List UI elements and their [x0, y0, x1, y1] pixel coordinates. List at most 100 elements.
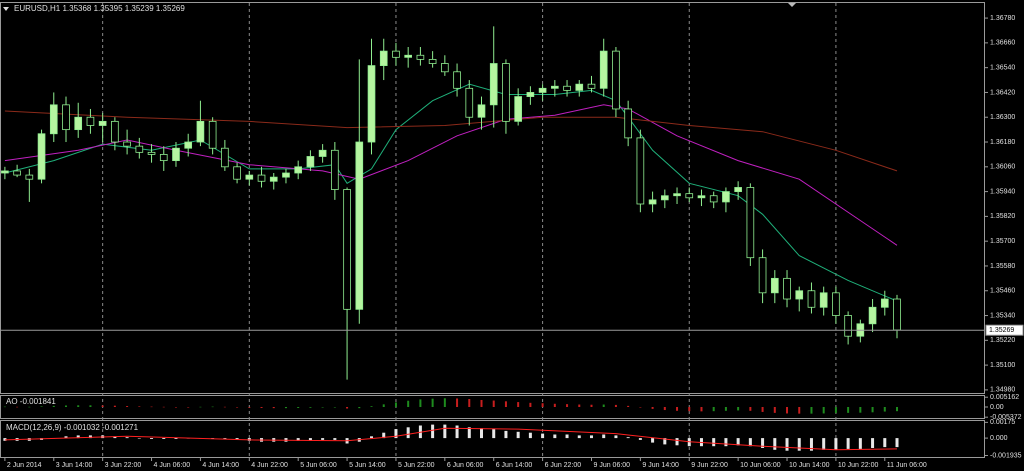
- y-tick-label: 1.36180: [990, 139, 1015, 146]
- menu-arrow[interactable]: [3, 7, 9, 11]
- macd-bar: [431, 424, 435, 439]
- x-tick-label: 3 Jun 22:00: [105, 462, 142, 469]
- candle-body: [49, 104, 58, 135]
- y-tick-label: 1.36660: [990, 40, 1015, 47]
- candle-body: [159, 154, 168, 162]
- candle-body: [257, 174, 266, 182]
- y-tick-label: -0.005372: [990, 414, 1022, 421]
- macd-bar: [443, 424, 447, 439]
- x-tick-label: 5 Jun 14:00: [349, 462, 386, 469]
- ao-bar: [333, 407, 336, 408]
- ao-bar: [28, 406, 31, 408]
- macd-bar: [370, 436, 374, 439]
- ao-bar: [431, 398, 434, 407]
- x-tick-label: 10 Jun 22:00: [838, 462, 879, 469]
- x-tick-label: 6 Jun 22:00: [545, 462, 582, 469]
- ao-bar: [737, 407, 740, 411]
- x-tick-label: 5 Jun 06:00: [300, 462, 337, 469]
- macd-bar: [846, 438, 850, 449]
- ao-bar: [810, 407, 813, 414]
- candle-body: [551, 85, 559, 89]
- candle-body: [25, 174, 34, 180]
- candle-body: [722, 191, 730, 203]
- x-tick-label: 6 Jun 06:00: [447, 462, 484, 469]
- x-tick-label: 9 Jun 22:00: [691, 462, 728, 469]
- ao-bar: [468, 399, 471, 407]
- ao-bar: [223, 406, 226, 408]
- candle-body: [880, 298, 889, 308]
- macd-bar: [235, 438, 239, 440]
- candle-body: [685, 193, 694, 199]
- y-tick-label: 1.35220: [990, 337, 1015, 344]
- candle-body: [111, 120, 119, 143]
- ao-bar: [16, 406, 19, 408]
- ao-panel: [0, 395, 985, 419]
- candle-body: [367, 65, 376, 143]
- candle-body: [807, 290, 816, 308]
- candle-body: [648, 199, 657, 205]
- macd-bar: [308, 438, 312, 441]
- candle-body: [306, 156, 315, 168]
- macd-bar: [785, 438, 789, 451]
- chart-title: EURUSD,H1 1.35368 1.35395 1.35239 1.3526…: [14, 4, 185, 13]
- ao-bar: [724, 407, 727, 411]
- ao-bar: [541, 403, 544, 407]
- macd-bar: [382, 432, 386, 439]
- ao-bar: [688, 407, 691, 412]
- candle-body: [489, 63, 498, 106]
- candle-body: [269, 176, 278, 182]
- ao-bar: [113, 405, 116, 407]
- candle-body: [147, 151, 156, 155]
- macd-bar: [137, 438, 141, 439]
- candle-body: [783, 277, 791, 300]
- macd-bar: [174, 438, 178, 439]
- ao-bar: [297, 407, 300, 408]
- candle-body: [868, 306, 877, 325]
- y-tick-label: 1.35700: [990, 238, 1015, 245]
- macd-bar: [712, 438, 716, 447]
- y-tick-label: 1.36420: [990, 89, 1015, 96]
- macd-bar: [406, 427, 410, 439]
- ao-bar: [578, 404, 581, 407]
- macd-bar: [724, 438, 728, 447]
- candle-body: [599, 50, 608, 89]
- ao-bar: [456, 398, 459, 407]
- macd-bar: [663, 438, 667, 445]
- ao-bar: [798, 407, 801, 414]
- current-price-label: 1.35269: [989, 327, 1014, 334]
- macd-bar: [565, 434, 569, 439]
- candle-body: [379, 50, 388, 66]
- candle-body: [453, 71, 461, 89]
- candle-body: [636, 137, 645, 205]
- candle-body: [37, 133, 46, 180]
- candle-body: [416, 54, 425, 60]
- y-tick-label: 1.35820: [990, 213, 1015, 220]
- ao-bar: [199, 406, 202, 408]
- candle-body: [746, 187, 755, 259]
- ao-bar: [773, 407, 776, 413]
- candle-body: [343, 189, 351, 310]
- macd-bar: [614, 435, 618, 439]
- ao-bar: [394, 402, 397, 407]
- ao-bar: [822, 407, 825, 414]
- x-tick-label: 11 Jun 06:00: [887, 462, 927, 469]
- x-tick-label: 4 Jun 14:00: [202, 462, 239, 469]
- candle-body: [514, 96, 522, 122]
- ao-bar: [529, 402, 532, 407]
- ao-bar: [346, 407, 349, 409]
- moving-average: [4, 83, 898, 302]
- candle-body: [587, 83, 596, 89]
- ao-bar: [64, 405, 67, 407]
- candle-body: [318, 149, 327, 157]
- macd-bar: [858, 438, 862, 449]
- candle-body: [465, 87, 474, 118]
- macd-bar: [871, 438, 875, 448]
- ao-bar: [40, 406, 43, 407]
- ao-bar: [309, 407, 312, 408]
- y-tick-label: 0.000: [990, 435, 1008, 442]
- shift-marker: [788, 3, 796, 7]
- candle-body: [624, 108, 632, 139]
- ao-bar: [236, 407, 239, 408]
- candle-body: [795, 290, 804, 300]
- candle-body: [770, 277, 779, 294]
